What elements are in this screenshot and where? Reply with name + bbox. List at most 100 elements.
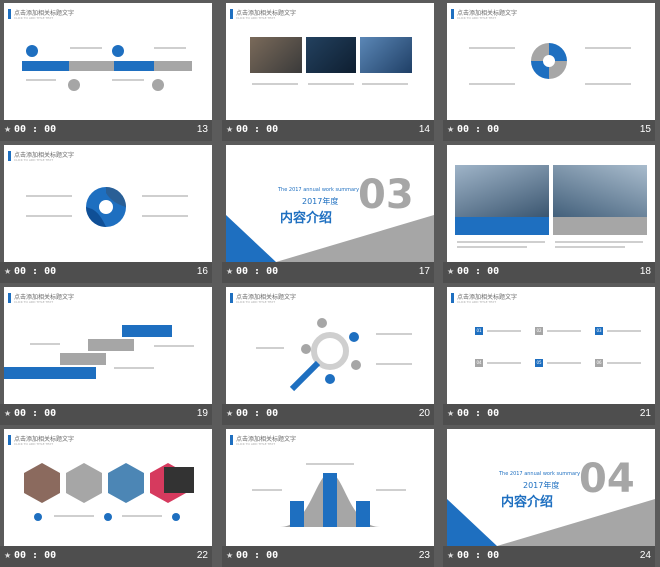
slide-21[interactable]: 点击添加相关标题文字 CLICK TO ADD TITLE TEXT 01 02… <box>447 287 655 404</box>
year-text: 2017年度 <box>523 481 560 490</box>
slide-thumbnail-13[interactable]: 点击添加相关标题文字 CLICK TO ADD TITLE TEXT ★ 00 … <box>0 0 212 141</box>
title-accent <box>8 293 11 303</box>
thumbnail-bar: ★ 00 : 00 16 <box>0 262 212 283</box>
text-placeholder <box>376 489 406 491</box>
star-icon[interactable]: ★ <box>226 125 234 134</box>
text-placeholder <box>469 47 515 49</box>
magnifier-diagram <box>289 318 361 392</box>
slide-13[interactable]: 点击添加相关标题文字 CLICK TO ADD TITLE TEXT <box>4 3 212 120</box>
slide-thumbnail-19[interactable]: 点击添加相关标题文字 CLICK TO ADD TITLE TEXT ★ 00 … <box>0 284 212 425</box>
thumbnail-bar: ★ 00 : 00 17 <box>222 262 434 283</box>
star-icon[interactable]: ★ <box>447 409 455 418</box>
star-icon[interactable]: ★ <box>4 267 12 276</box>
slide-thumbnail-22[interactable]: 点击添加相关标题文字 CLICK TO ADD TITLE TEXT ★ 00 … <box>0 426 212 567</box>
slide-timing: 00 : 00 <box>236 124 279 135</box>
building-photo <box>455 165 549 217</box>
timeline-node <box>26 45 38 57</box>
timeline-segment <box>154 61 192 71</box>
thumbnail-bar: ★ 00 : 00 22 <box>0 546 212 567</box>
text-placeholder <box>376 333 412 335</box>
photo <box>306 37 356 73</box>
title-accent <box>8 435 11 445</box>
text-placeholder <box>457 241 545 243</box>
slide-subtitle: CLICK TO ADD TITLE TEXT <box>14 16 54 20</box>
slide-thumbnail-24[interactable]: The 2017 annual work summary 2017年度 内容介绍… <box>443 426 655 567</box>
text-placeholder <box>252 83 298 85</box>
text-placeholder <box>585 47 631 49</box>
slide-subtitle: CLICK TO ADD TITLE TEXT <box>236 16 276 20</box>
text-placeholder <box>252 489 282 491</box>
title-accent <box>230 9 233 19</box>
slide-number: 22 <box>196 550 208 561</box>
title-accent <box>230 293 233 303</box>
slide-23[interactable]: 点击添加相关标题文字 CLICK TO ADD TITLE TEXT <box>226 429 434 546</box>
text-placeholder <box>54 515 94 517</box>
slide-timing: 00 : 00 <box>14 266 57 277</box>
item-badge: 04 <box>475 359 483 367</box>
slide-15[interactable]: 点击添加相关标题文字 CLICK TO ADD TITLE TEXT <box>447 3 655 120</box>
slide-timing: 00 : 00 <box>14 124 57 135</box>
slide-thumbnail-17[interactable]: The 2017 annual work summary 2017年度 内容介绍… <box>222 142 434 283</box>
slide-number: 23 <box>418 550 430 561</box>
star-icon[interactable]: ★ <box>4 409 12 418</box>
star-icon[interactable]: ★ <box>226 551 234 560</box>
slide-timing: 00 : 00 <box>457 124 500 135</box>
title-accent <box>8 151 11 161</box>
slide-number: 20 <box>418 408 430 419</box>
text-placeholder <box>547 330 581 332</box>
star-icon[interactable]: ★ <box>226 267 234 276</box>
star-icon[interactable]: ★ <box>4 125 12 134</box>
slide-thumbnail-15[interactable]: 点击添加相关标题文字 CLICK TO ADD TITLE TEXT ★ 00 … <box>443 0 655 141</box>
slide-number: 15 <box>639 124 651 135</box>
text-placeholder <box>376 363 412 365</box>
slide-20[interactable]: 点击添加相关标题文字 CLICK TO ADD TITLE TEXT <box>226 287 434 404</box>
caption-box <box>553 217 647 235</box>
slide-subtitle: CLICK TO ADD TITLE TEXT <box>14 300 54 304</box>
slide-thumbnail-21[interactable]: 点击添加相关标题文字 CLICK TO ADD TITLE TEXT 01 02… <box>443 284 655 425</box>
slide-22[interactable]: 点击添加相关标题文字 CLICK TO ADD TITLE TEXT <box>4 429 212 546</box>
item-dot <box>34 513 42 521</box>
text-placeholder <box>142 195 188 197</box>
star-icon[interactable]: ★ <box>447 267 455 276</box>
text-placeholder <box>607 330 641 332</box>
title-accent <box>8 9 11 19</box>
slide-thumbnail-20[interactable]: 点击添加相关标题文字 CLICK TO ADD TITLE TEXT ★ 00 … <box>222 284 434 425</box>
text-placeholder <box>585 83 631 85</box>
slide-24[interactable]: The 2017 annual work summary 2017年度 内容介绍… <box>447 429 655 546</box>
slide-19[interactable]: 点击添加相关标题文字 CLICK TO ADD TITLE TEXT <box>4 287 212 404</box>
section-number: 03 <box>358 172 414 218</box>
text-placeholder <box>457 246 527 248</box>
slide-18[interactable] <box>447 145 655 262</box>
star-icon[interactable]: ★ <box>447 125 455 134</box>
text-placeholder <box>607 362 641 364</box>
slide-16[interactable]: 点击添加相关标题文字 CLICK TO ADD TITLE TEXT <box>4 145 212 262</box>
text-placeholder <box>70 47 102 49</box>
title-accent <box>451 293 454 303</box>
text-placeholder <box>154 345 194 347</box>
slide-title: 点击添加相关标题文字 <box>236 10 297 17</box>
star-icon[interactable]: ★ <box>447 551 455 560</box>
text-placeholder <box>306 463 354 465</box>
slide-17[interactable]: The 2017 annual work summary 2017年度 内容介绍… <box>226 145 434 262</box>
slide-timing: 00 : 00 <box>14 550 57 561</box>
slide-thumbnail-14[interactable]: 点击添加相关标题文字 CLICK TO ADD TITLE TEXT ★ 00 … <box>222 0 434 141</box>
slide-number: 24 <box>639 550 651 561</box>
slide-subtitle: CLICK TO ADD TITLE TEXT <box>457 300 497 304</box>
slide-subtitle: CLICK TO ADD TITLE TEXT <box>457 16 497 20</box>
item-badge: 03 <box>595 327 603 335</box>
text-placeholder <box>30 343 60 345</box>
slide-title: 点击添加相关标题文字 <box>14 294 75 301</box>
slide-thumbnail-23[interactable]: 点击添加相关标题文字 CLICK TO ADD TITLE TEXT ★ 00 … <box>222 426 434 567</box>
slide-thumbnail-18[interactable]: ★ 00 : 00 18 <box>443 142 655 283</box>
star-icon[interactable]: ★ <box>4 551 12 560</box>
slide-timing: 00 : 00 <box>236 550 279 561</box>
text-placeholder <box>487 330 521 332</box>
slide-14[interactable]: 点击添加相关标题文字 CLICK TO ADD TITLE TEXT <box>226 3 434 120</box>
star-icon[interactable]: ★ <box>226 409 234 418</box>
slide-thumbnail-16[interactable]: 点击添加相关标题文字 CLICK TO ADD TITLE TEXT ★ 00 … <box>0 142 212 283</box>
slide-timing: 00 : 00 <box>236 408 279 419</box>
item-badge: 06 <box>595 359 603 367</box>
bell-curve-diagram <box>280 473 380 527</box>
slide-title: 点击添加相关标题文字 <box>14 152 75 159</box>
text-placeholder <box>308 83 354 85</box>
